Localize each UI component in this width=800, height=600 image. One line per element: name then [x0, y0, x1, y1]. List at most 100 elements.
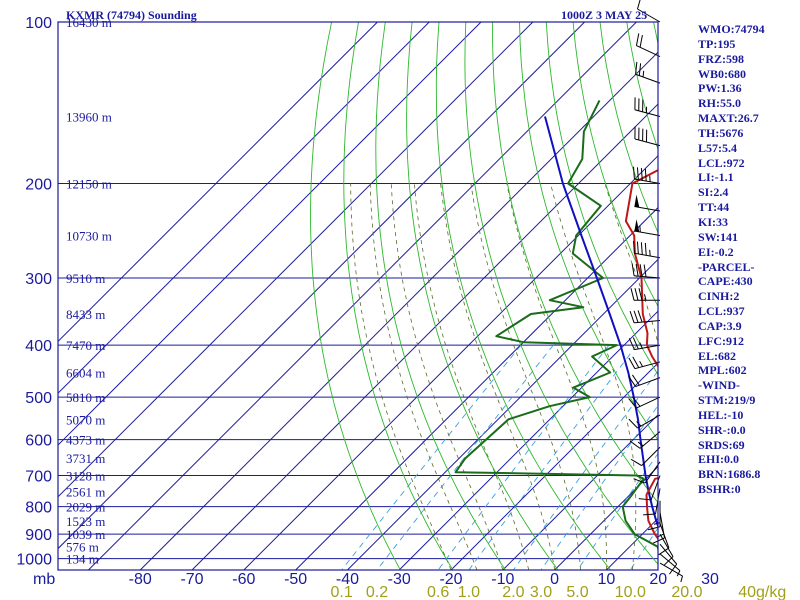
pressure-tick-label: 700 — [25, 469, 52, 486]
axis-unit-label: mb — [33, 571, 55, 588]
height-label: 4373 m — [66, 433, 105, 448]
temperature-tick-label: 20 — [649, 571, 667, 588]
index-item: RH:55.0 — [698, 96, 741, 111]
wind-barb — [630, 288, 660, 301]
mixing-ratio-line — [376, 344, 554, 570]
wind-barb — [658, 523, 670, 556]
index-item: LCL:937 — [698, 304, 745, 319]
index-item: HEL:-10 — [698, 407, 744, 422]
mixing-ratio-label: 0.2 — [366, 584, 388, 600]
wind-barb — [633, 461, 661, 484]
dry-adiabat — [343, 22, 454, 570]
dry-adiabat — [435, 22, 611, 570]
sounding-profiles — [454, 99, 658, 553]
wind-barb — [630, 446, 661, 467]
moist-adiabat — [470, 183, 581, 570]
pressure-tick-label: 100 — [25, 15, 52, 32]
dry-adiabat — [492, 22, 658, 504]
dry-adiabat — [375, 22, 506, 570]
mixing-ratio-label: 5.0 — [566, 584, 588, 600]
wind-barb — [659, 543, 678, 575]
temperature-tick-label: -80 — [129, 571, 152, 588]
wind-barb — [631, 263, 661, 279]
wind-barb — [634, 97, 661, 117]
index-item: STM:219/9 — [698, 393, 756, 408]
temperature-tick-label: 30 — [701, 571, 719, 588]
moist-adiabat — [604, 183, 658, 570]
height-label: 1039 m — [66, 527, 105, 542]
height-label: 2561 m — [66, 485, 105, 500]
indices-panel: WMO:74794 TP:195 FRZ:598 WB0:680 PW:1.36 RH:5… — [698, 22, 798, 497]
pressure-tick-labels: 100 200 300 400 500 600 700 800 900 1000 — [16, 15, 52, 569]
dry-adiabat — [519, 22, 658, 441]
wind-barb — [634, 194, 661, 212]
index-item: KI:33 — [698, 214, 728, 229]
wind-barb — [659, 562, 683, 583]
isotherm — [243, 155, 658, 570]
mixing-ratio-label: 10.0 — [615, 584, 646, 600]
index-item: LI:-1.1 — [698, 170, 734, 185]
index-item: MPL:602 — [698, 363, 747, 378]
height-label: 1523 m — [66, 514, 105, 529]
pressure-tick-label: 200 — [25, 177, 52, 194]
height-label: 8433 m — [66, 307, 105, 322]
moist-adiabat-lines — [350, 183, 658, 570]
index-item: -PARCEL- — [698, 259, 755, 274]
moist-adiabat — [414, 183, 530, 570]
dry-adiabat — [464, 22, 658, 565]
dry-adiabat — [406, 22, 559, 570]
mixing-ratio-label: 3.0 — [530, 584, 552, 600]
wind-barb — [629, 310, 661, 324]
isotherm — [58, 22, 430, 394]
temperature-tick-label: -50 — [284, 571, 307, 588]
mixing-ratio-line — [540, 404, 658, 570]
mixing-ratio-label: 0.1 — [331, 584, 353, 600]
height-label: 2029 m — [66, 500, 105, 515]
mixing-ratio-label: 20.0 — [671, 584, 702, 600]
height-label: 134 m — [66, 552, 99, 567]
mixing-ratio-label: 2.0 — [502, 584, 524, 600]
index-item: FRZ:598 — [698, 51, 744, 66]
wind-barb — [633, 166, 661, 185]
height-label: 5810 m — [66, 390, 105, 405]
index-item: EI:-0.2 — [698, 244, 734, 259]
mixing-ratio-line — [341, 344, 522, 570]
height-label: 6604 m — [66, 366, 105, 381]
wind-barb — [637, 0, 661, 23]
index-item: BRN:1686.8 — [698, 467, 761, 482]
temperature-tick-labels: mb -80 -70 -60 -50 -40 -30 -20 -10 0 10 20 30 — [33, 571, 719, 588]
index-item: TT:44 — [698, 200, 730, 215]
isotherm — [450, 362, 658, 570]
parcel-line — [544, 116, 658, 529]
wind-barb — [628, 374, 661, 388]
index-item: SI:2.4 — [698, 185, 729, 200]
temperature-tick-label: -10 — [491, 571, 514, 588]
pressure-tick-label: 400 — [25, 338, 52, 355]
isotherm-lines — [58, 22, 658, 570]
wind-barb — [628, 356, 661, 370]
moist-adiabat — [350, 183, 452, 570]
pressure-tick-label: 900 — [25, 527, 52, 544]
index-item: SHR-:0.0 — [698, 422, 746, 437]
mixing-ratio-label: 1.0 — [458, 584, 480, 600]
temperature-tick-label: 0 — [550, 571, 559, 588]
isotherm — [88, 22, 637, 570]
pressure-tick-label: 500 — [25, 390, 52, 407]
height-label: 7470 m — [66, 338, 105, 353]
index-item: CINH:2 — [698, 289, 740, 304]
mixing-ratio-label: g/kg — [756, 584, 786, 600]
mixing-ratio-labels: 0.1 0.2 0.6 1.0 2.0 3.0 5.0 10.0 20.0 40 g/kg — [331, 584, 787, 600]
moist-adiabat — [440, 183, 555, 570]
height-label: 13960 m — [66, 109, 112, 124]
temperature-tick-label: 10 — [598, 571, 616, 588]
isotherm — [502, 414, 658, 570]
pressure-tick-label: 300 — [25, 271, 52, 288]
temperature-tick-label: -70 — [180, 571, 203, 588]
index-item: MAXT:26.7 — [698, 111, 759, 126]
temperature-tick-label: -20 — [439, 571, 462, 588]
index-item: WMO:74794 — [698, 22, 765, 36]
height-label: 10730 m — [66, 229, 112, 244]
dry-adiabat-lines — [310, 22, 658, 570]
temperature-tick-label: -40 — [336, 571, 359, 588]
